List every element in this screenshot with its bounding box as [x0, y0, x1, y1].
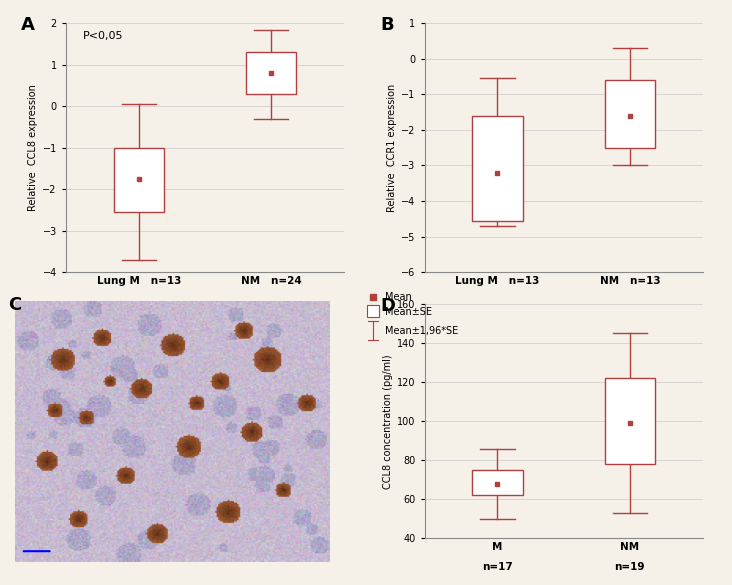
Text: Mean: Mean	[385, 292, 411, 302]
Bar	[605, 378, 655, 464]
Bar	[472, 116, 523, 221]
Bar	[605, 80, 655, 148]
Text: Mean±1,96*SE: Mean±1,96*SE	[385, 326, 458, 336]
Text: n=19: n=19	[615, 562, 645, 572]
Text: Mean±SE: Mean±SE	[385, 307, 432, 317]
Text: n=17: n=17	[482, 562, 513, 572]
Text: B: B	[380, 16, 394, 34]
Bar	[367, 305, 379, 317]
Text: A: A	[21, 16, 35, 34]
Bar	[113, 147, 164, 212]
Text: P<0,05: P<0,05	[83, 31, 123, 41]
Y-axis label: Relative  CCR1 expression: Relative CCR1 expression	[387, 84, 397, 212]
Text: C: C	[8, 296, 22, 314]
Bar	[472, 470, 523, 495]
Text: D: D	[380, 297, 395, 315]
Y-axis label: Relative  CCL8 expression: Relative CCL8 expression	[29, 84, 38, 211]
Bar	[246, 53, 296, 94]
Y-axis label: CCL8 concentration (pg/ml): CCL8 concentration (pg/ml)	[383, 354, 393, 488]
